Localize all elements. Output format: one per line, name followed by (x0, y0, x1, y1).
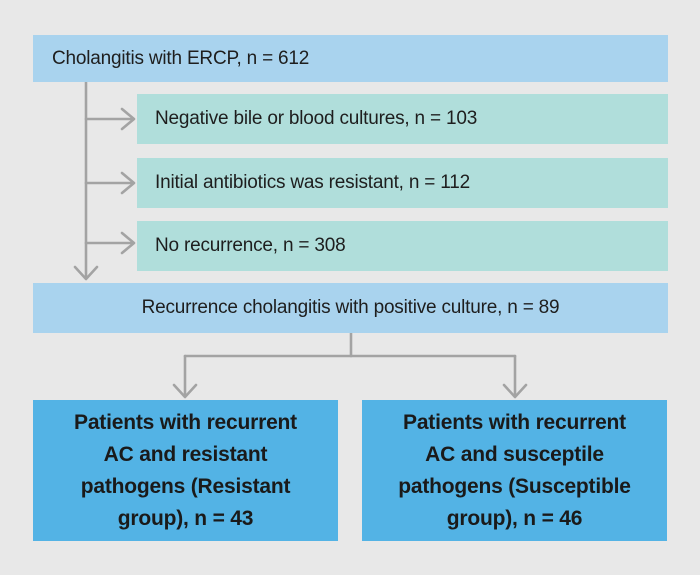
resistant-group-line-4: group), n = 43 (117, 506, 254, 530)
box-susceptible-group-label: Patients with recurrent AC and susceptil… (398, 407, 631, 535)
box-cholangitis-ercp-label: Cholangitis with ERCP, n = 612 (52, 47, 310, 69)
susceptible-group-line-4: group), n = 46 (446, 506, 583, 530)
box-resistant-group: Patients with recurrent AC and resistant… (33, 400, 338, 541)
box-susceptible-group: Patients with recurrent AC and susceptil… (362, 400, 667, 541)
box-resistant-group-label: Patients with recurrent AC and resistant… (74, 407, 297, 535)
box-exclusion-resistant-antibiotics-label: Initial antibiotics was resistant, n = 1… (155, 172, 470, 193)
resistant-group-line-3: pathogens (Resistant (80, 474, 291, 498)
box-cholangitis-ercp: Cholangitis with ERCP, n = 612 (33, 35, 668, 82)
box-exclusion-no-recurrence-label: No recurrence, n = 308 (155, 235, 346, 256)
box-exclusion-negative-cultures: Negative bile or blood cultures, n = 103 (137, 94, 668, 144)
arrow-to-exclusion-2 (84, 171, 136, 195)
susceptible-group-line-3: pathogens (Susceptible (398, 474, 631, 498)
arrow-to-exclusion-1 (84, 107, 136, 131)
box-exclusion-negative-cultures-label: Negative bile or blood cultures, n = 103 (155, 108, 478, 129)
susceptible-group-line-2: AC and susceptile (425, 442, 604, 466)
box-recurrence-positive-culture: Recurrence cholangitis with positive cul… (33, 283, 668, 333)
box-recurrence-positive-culture-label: Recurrence cholangitis with positive cul… (141, 297, 560, 318)
split-connector-to-groups (172, 331, 528, 399)
susceptible-group-line-1: Patients with recurrent (403, 410, 626, 434)
arrow-top-to-recurrence (73, 80, 99, 281)
box-exclusion-resistant-antibiotics: Initial antibiotics was resistant, n = 1… (137, 158, 668, 208)
resistant-group-line-1: Patients with recurrent (74, 410, 297, 434)
box-exclusion-no-recurrence: No recurrence, n = 308 (137, 221, 668, 271)
resistant-group-line-2: AC and resistant (103, 442, 268, 466)
arrow-to-exclusion-3 (84, 231, 136, 255)
